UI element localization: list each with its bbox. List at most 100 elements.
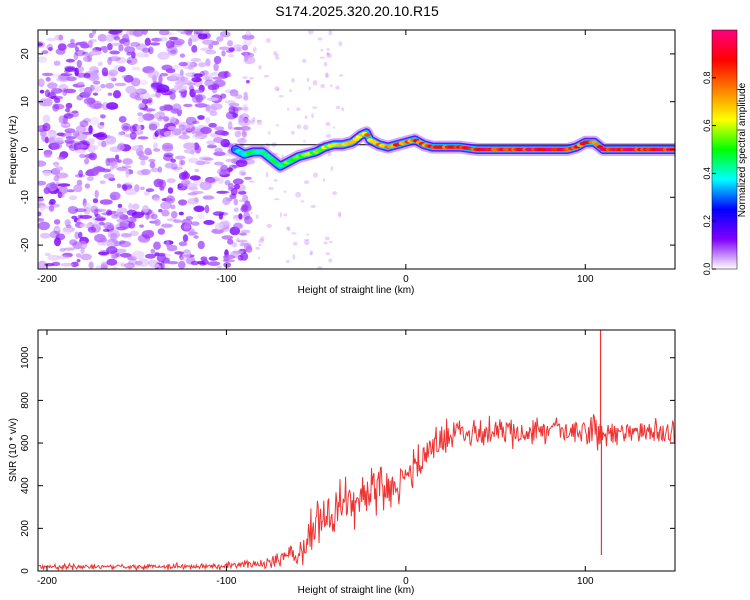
spectrogram-ylabel: Frequency (Hz) (8, 116, 19, 185)
heatmap-noise-cell (202, 39, 215, 45)
heatmap-noise-cell (338, 74, 344, 77)
heatmap-noise-cell (144, 37, 151, 47)
heatmap-noise-cell (183, 149, 197, 154)
heatmap-noise-cell (65, 136, 77, 140)
heatmap-noise-cell (227, 40, 234, 47)
heatmap-noise-cell (206, 144, 217, 149)
heatmap-noise-cell (191, 45, 198, 53)
heatmap-noise-cell (251, 211, 253, 214)
heatmap-noise-cell (178, 261, 186, 269)
heatmap-noise-cell (304, 240, 310, 246)
heatmap-noise-cell (130, 77, 141, 87)
heatmap-noise-cell (74, 208, 87, 213)
heatmap-noise-cell (38, 218, 45, 222)
heatmap-noise-cell (296, 124, 302, 129)
heatmap-noise-cell (146, 229, 154, 236)
heatmap-noise-cell (107, 241, 115, 248)
heatmap-noise-cell (197, 115, 205, 120)
heatmap-noise-cell (192, 120, 200, 125)
heatmap-noise-cell (238, 213, 243, 220)
heatmap-noise-cell (179, 183, 188, 188)
heatmap-noise-cell (38, 78, 45, 87)
heatmap-noise-cell (165, 68, 176, 74)
heatmap-noise-cell (50, 142, 63, 150)
heatmap-noise-cell (100, 114, 106, 119)
heatmap-noise-cell (185, 216, 194, 220)
heatmap-noise-cell (53, 60, 61, 66)
heatmap-noise-cell (183, 170, 188, 178)
heatmap-noise-cell (39, 89, 45, 94)
heatmap-noise-cell (115, 248, 127, 254)
heatmap-noise-cell (94, 208, 107, 212)
heatmap-noise-cell (216, 190, 230, 194)
heatmap-noise-cell (171, 166, 184, 170)
heatmap-noise-cell (164, 162, 175, 169)
heatmap-noise-cell (63, 113, 74, 119)
heatmap-noise-cell (149, 161, 156, 169)
heatmap-noise-cell (49, 198, 56, 205)
heatmap-noise-cell (211, 228, 224, 234)
y-tick-label: -10 (20, 190, 31, 205)
heatmap-noise-cell (118, 116, 127, 123)
heatmap-noise-cell (90, 116, 100, 126)
heatmap-noise-cell (40, 232, 51, 239)
heatmap-noise-cell (105, 34, 115, 42)
heatmap-noise-cell (161, 145, 174, 152)
heatmap-noise-cell (252, 46, 257, 53)
heatmap-noise-cell (72, 130, 80, 138)
heatmap-noise-cell (76, 72, 87, 78)
heatmap-noise-cell (56, 132, 65, 137)
heatmap-noise-cell (73, 184, 83, 193)
heatmap-noise-cell (150, 81, 163, 89)
heatmap-noise-cell (304, 238, 310, 242)
heatmap-noise-cell (150, 94, 158, 98)
heatmap-noise-cell (140, 159, 146, 166)
heatmap-noise-cell (94, 189, 99, 199)
heatmap-noise-cell (170, 108, 180, 114)
heatmap-noise-cell (94, 213, 101, 218)
heatmap-noise-cell (293, 241, 298, 246)
heatmap-noise-cell (151, 213, 158, 220)
heatmap-noise-cell (214, 161, 224, 166)
heatmap-noise-cell (64, 139, 75, 144)
heatmap-noise-cell (161, 223, 173, 228)
heatmap-noise-cell (265, 171, 269, 178)
colorbar-ticks: 0.0 0.2 0.4 0.6 0.8 (702, 72, 716, 275)
y-tick-label: 400 (20, 477, 31, 494)
heatmap-noise-cell (198, 62, 207, 68)
heatmap-noise-cell (122, 184, 128, 192)
heatmap-noise-cell (71, 215, 78, 220)
heatmap-noise-cell (191, 126, 196, 135)
heatmap-noise-cell (153, 112, 160, 119)
heatmap-noise-cell (153, 197, 161, 203)
heatmap-noise-cell (78, 169, 83, 178)
heatmap-noise-cell (178, 61, 188, 67)
heatmap-noise-cell (242, 104, 248, 111)
heatmap-noise-cell (141, 30, 148, 35)
heatmap-noise-cell (242, 76, 248, 79)
heatmap-noise-cell (213, 62, 219, 72)
heatmap-noise-cell (212, 76, 224, 80)
heatmap-noise-cell (124, 262, 136, 269)
heatmap-noise-cell (159, 72, 169, 77)
heatmap-noise-cell (194, 168, 200, 173)
heatmap-noise-cell (54, 97, 61, 104)
heatmap-noise-cell (326, 48, 331, 51)
heatmap-noise-cell (76, 59, 83, 68)
heatmap-noise-cell (170, 49, 177, 54)
heatmap-noise-cell (265, 38, 271, 43)
heatmap-noise-cell (213, 151, 226, 156)
spectrogram-heat-layer (38, 30, 675, 269)
heatmap-noise-cell (218, 46, 230, 51)
heatmap-noise-cell (66, 76, 77, 82)
heatmap-noise-cell (76, 144, 88, 149)
heatmap-noise-cell (227, 54, 235, 58)
heatmap-noise-cell (332, 126, 336, 129)
heatmap-noise-cell (306, 233, 310, 236)
heatmap-noise-cell (214, 222, 224, 230)
heatmap-noise-cell (241, 204, 249, 212)
heatmap-noise-cell (275, 57, 280, 60)
heatmap-noise-cell (200, 126, 212, 134)
